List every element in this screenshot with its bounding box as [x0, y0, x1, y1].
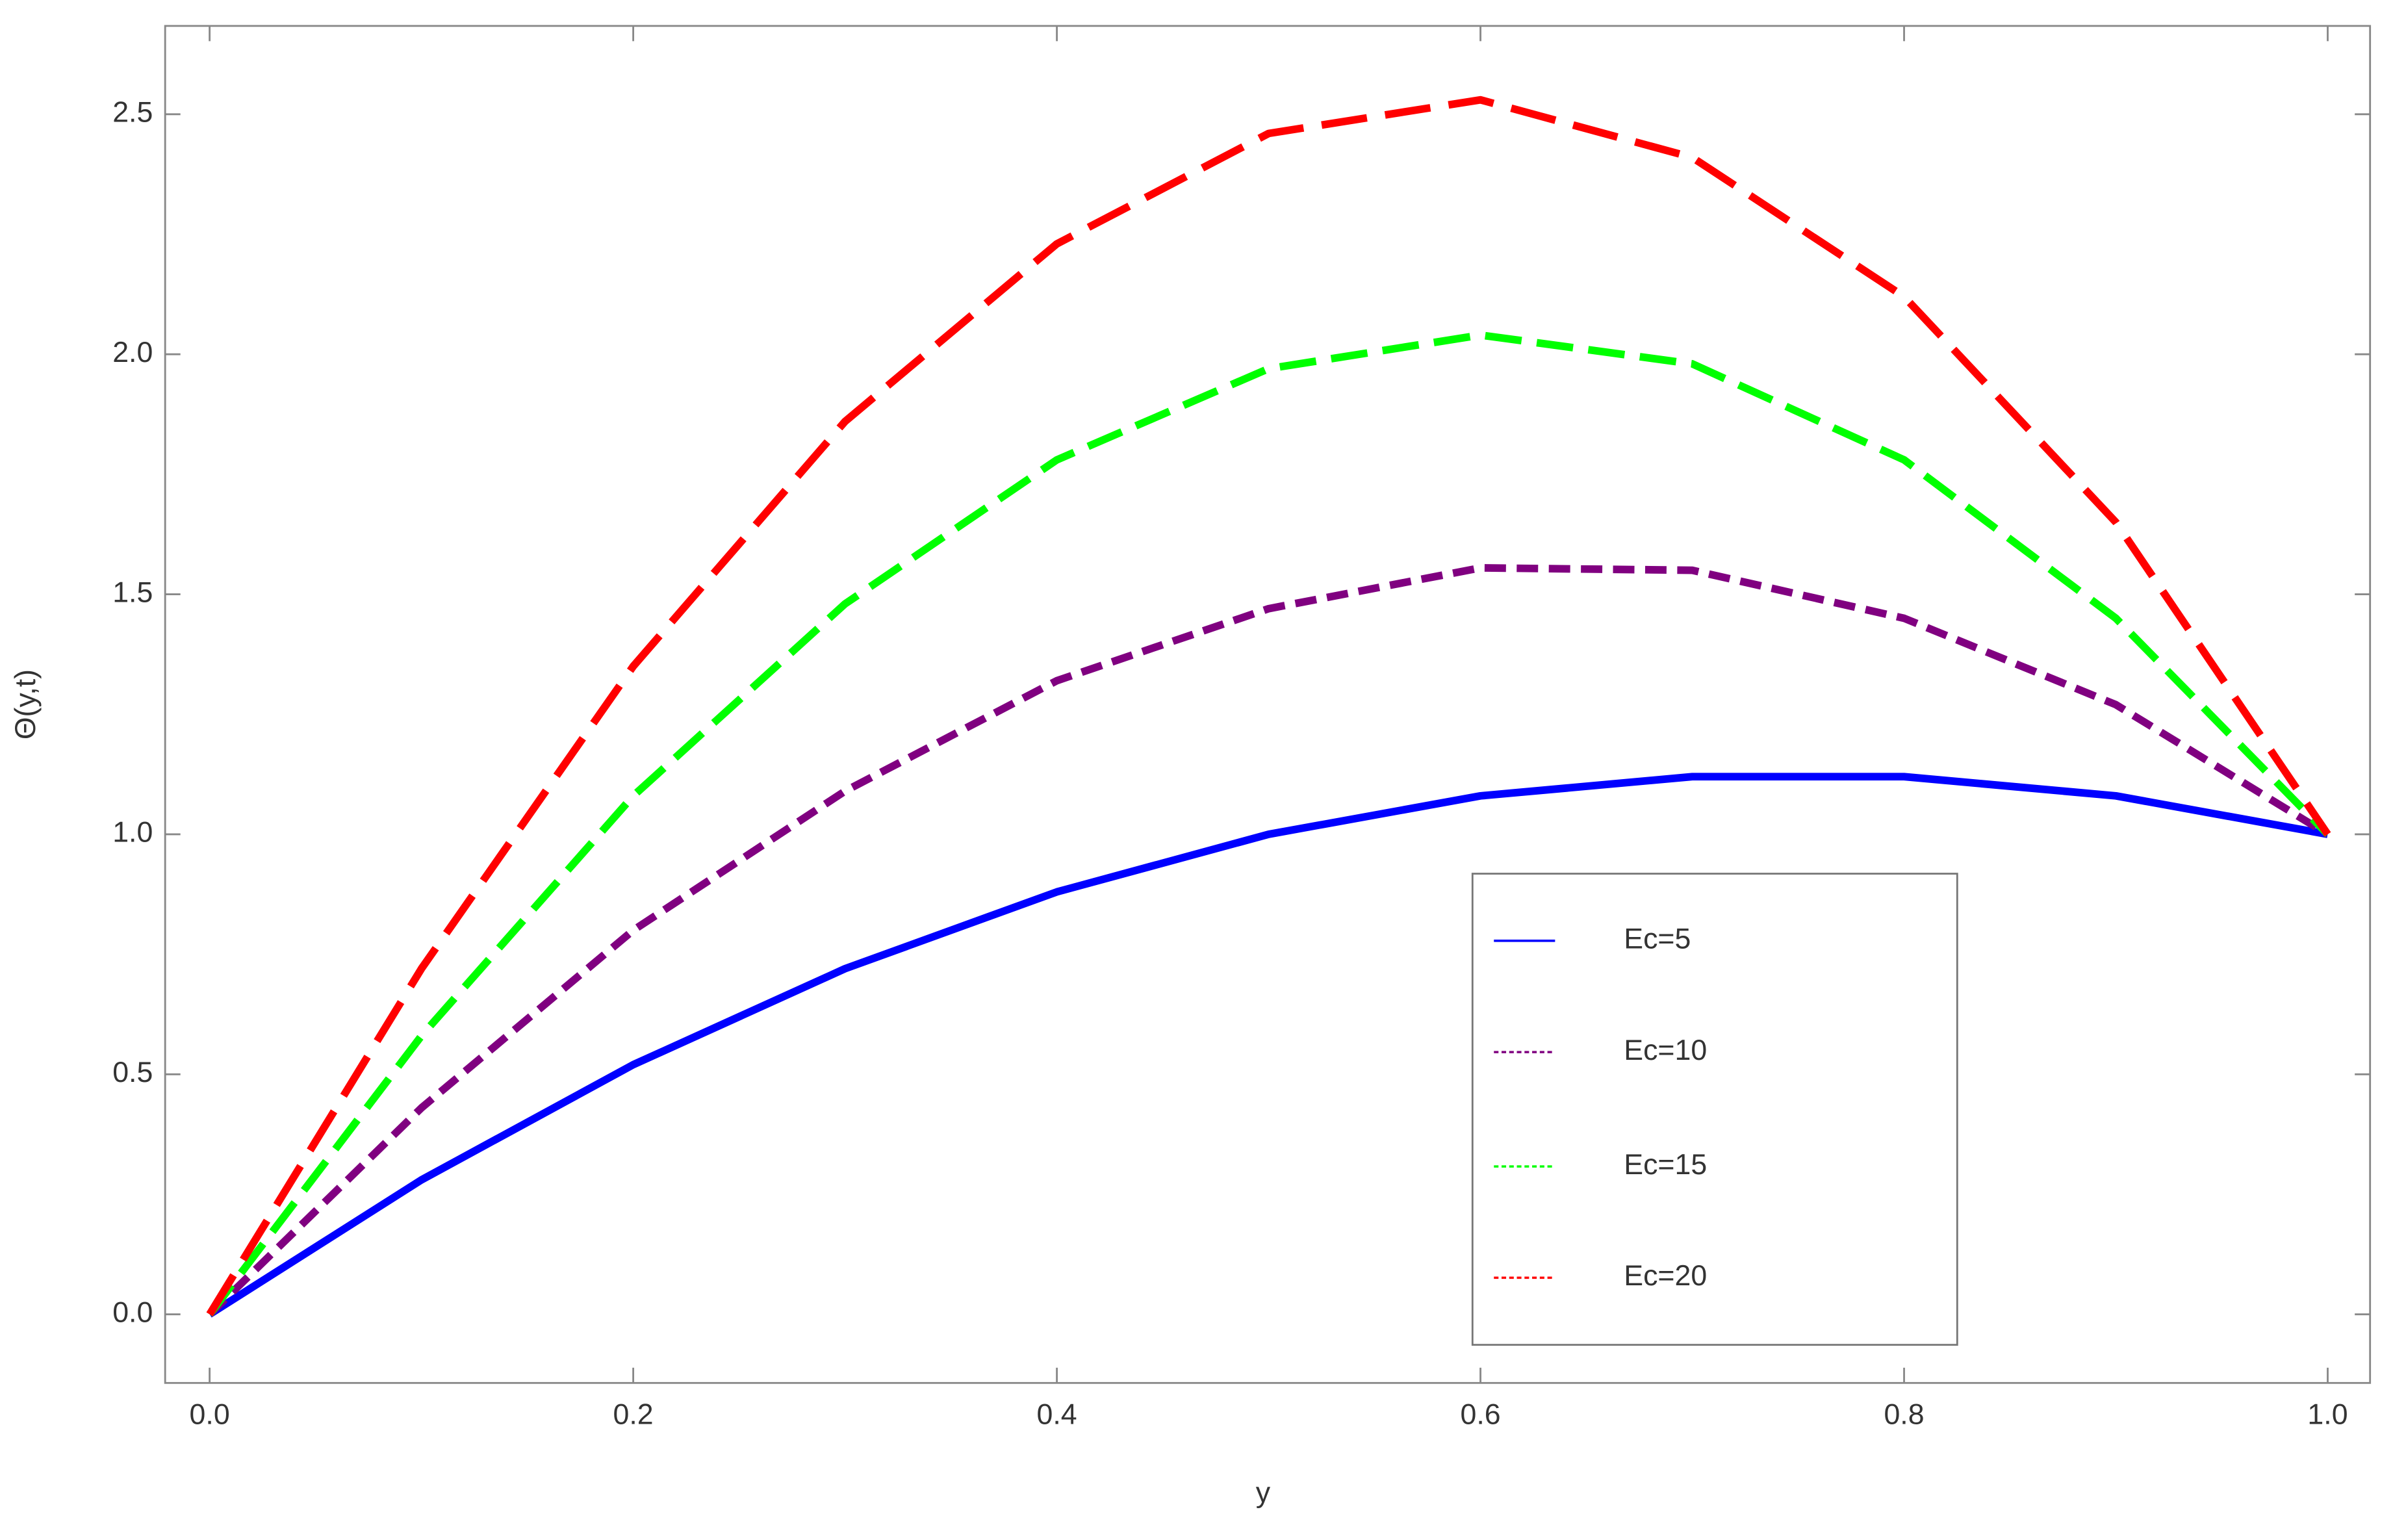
legend-box: [1471, 873, 1958, 1346]
legend-label: Ec=15: [1624, 1149, 1707, 1181]
y-axis-label: Θ(y,t): [10, 669, 42, 739]
series-line: [206, 331, 2331, 1317]
y-tick-label: 2.5: [112, 97, 153, 129]
y-tick-label: 1.0: [112, 817, 153, 849]
x-tick-label: 0.4: [1037, 1399, 1077, 1431]
x-tick-label: 1.0: [2307, 1399, 2348, 1431]
x-tick-label: 0.8: [1884, 1399, 1924, 1431]
x-axis-label: y: [1256, 1476, 1271, 1508]
y-tick-label: 1.5: [112, 576, 153, 608]
series-line: [206, 96, 2331, 1316]
y-tick-label: 0.5: [112, 1057, 153, 1088]
plot-frame: [164, 25, 2372, 1384]
y-tick-label: 0.0: [112, 1297, 153, 1329]
x-tick-label: 0.6: [1460, 1399, 1500, 1431]
series-line: [207, 564, 2330, 1317]
x-tick-label: 0.0: [190, 1399, 230, 1431]
y-tick-label: 2.0: [112, 337, 153, 368]
legend-label: Ec=20: [1624, 1260, 1707, 1292]
series-line: [207, 773, 2329, 1318]
legend-label: Ec=10: [1624, 1034, 1707, 1066]
legend-label: Ec=5: [1624, 923, 1691, 955]
x-tick-label: 0.2: [613, 1399, 654, 1431]
